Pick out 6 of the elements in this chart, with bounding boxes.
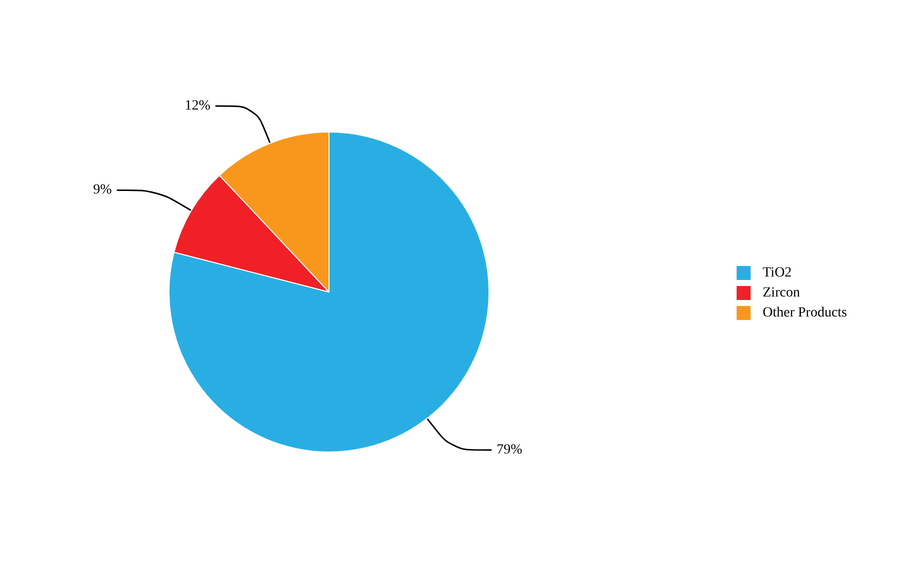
data-label: 12% bbox=[184, 98, 211, 114]
legend-label: Zircon bbox=[762, 286, 800, 300]
legend-label: TiO2 bbox=[762, 266, 792, 280]
data-label: 79% bbox=[496, 442, 523, 458]
legend-label: Other Products bbox=[762, 306, 848, 320]
data-label: 9% bbox=[93, 182, 112, 198]
